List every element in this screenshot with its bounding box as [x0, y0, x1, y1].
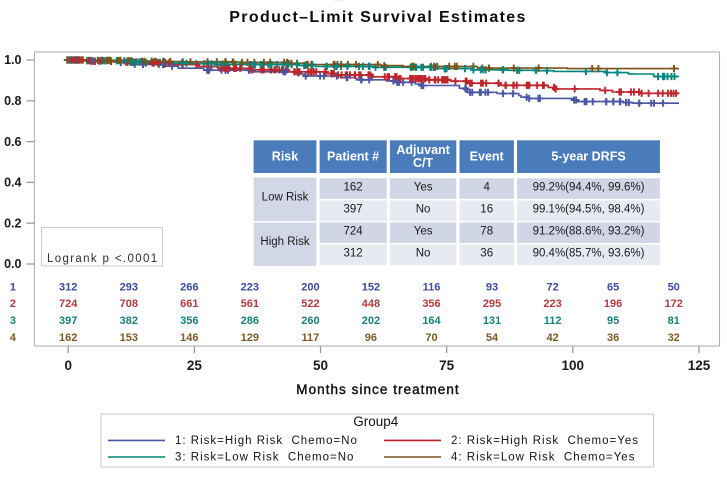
svg-text:661: 661 [180, 298, 198, 310]
svg-text:116: 116 [423, 281, 441, 293]
svg-text:Product–Limit Survival Estimat: Product–Limit Survival Estimates [229, 9, 527, 26]
svg-text:260: 260 [301, 315, 319, 327]
svg-text:Months since treatment: Months since treatment [296, 382, 459, 397]
svg-text:90.4%(85.7%, 93.6%): 90.4%(85.7%, 93.6%) [533, 248, 645, 260]
svg-text:93: 93 [486, 281, 498, 293]
svg-text:125: 125 [688, 358, 711, 373]
svg-text:75: 75 [439, 358, 455, 373]
svg-text:356: 356 [180, 315, 198, 327]
svg-text:724: 724 [344, 226, 364, 238]
svg-text:50: 50 [668, 281, 680, 293]
svg-text:3: 3 [10, 315, 16, 327]
svg-text:522: 522 [301, 298, 319, 310]
svg-text:152: 152 [362, 281, 380, 293]
svg-text:0.6: 0.6 [4, 135, 21, 149]
svg-text:117: 117 [302, 332, 320, 344]
svg-text:32: 32 [668, 332, 680, 344]
svg-text:397: 397 [59, 315, 77, 327]
svg-text:1.0: 1.0 [4, 53, 21, 67]
svg-text:196: 196 [604, 298, 622, 310]
svg-text:5-year DRFS: 5-year DRFS [551, 150, 625, 164]
svg-text:129: 129 [241, 332, 259, 344]
svg-text:0.0: 0.0 [4, 257, 21, 271]
svg-text:25: 25 [187, 358, 203, 373]
svg-text:708: 708 [120, 298, 138, 310]
svg-text:No: No [416, 248, 431, 260]
svg-text:Adjuvant: Adjuvant [396, 143, 450, 157]
svg-text:95: 95 [607, 315, 619, 327]
svg-text:4: 4 [10, 332, 17, 344]
svg-text:223: 223 [241, 281, 259, 293]
svg-text:397: 397 [344, 204, 363, 216]
svg-text:162: 162 [344, 181, 363, 193]
svg-text:2: Risk=High Risk Chemo=Yes: 2: Risk=High Risk Chemo=Yes [451, 435, 639, 447]
svg-text:223: 223 [543, 298, 561, 310]
svg-text:High Risk: High Risk [260, 236, 309, 248]
svg-text:36: 36 [607, 332, 619, 344]
svg-text:2: 2 [10, 298, 16, 310]
svg-text:286: 286 [241, 315, 259, 327]
svg-text:3: Risk=Low Risk Chemo=No: 3: Risk=Low Risk Chemo=No [175, 452, 354, 464]
svg-text:202: 202 [362, 315, 380, 327]
svg-text:70: 70 [425, 332, 437, 344]
svg-text:99.2%(94.4%, 99.6%): 99.2%(94.4%, 99.6%) [533, 181, 645, 193]
svg-text:724: 724 [59, 298, 78, 310]
svg-text:162: 162 [59, 332, 77, 344]
svg-text:4: 4 [483, 181, 490, 193]
svg-text:164: 164 [422, 315, 441, 327]
svg-text:Patient #: Patient # [327, 150, 379, 164]
svg-text:Risk: Risk [272, 150, 298, 164]
svg-text:65: 65 [607, 281, 619, 293]
svg-text:81: 81 [668, 315, 680, 327]
svg-text:0.4: 0.4 [4, 176, 21, 190]
svg-text:100: 100 [562, 358, 585, 373]
svg-text:78: 78 [480, 226, 493, 238]
svg-text:36: 36 [480, 248, 493, 260]
svg-text:312: 312 [344, 248, 363, 260]
svg-text:96: 96 [365, 332, 377, 344]
svg-text:1: Risk=High Risk Chemo=No: 1: Risk=High Risk Chemo=No [175, 435, 358, 447]
svg-text:No: No [416, 204, 431, 216]
svg-text:Event: Event [470, 150, 505, 164]
svg-text:448: 448 [362, 298, 380, 310]
svg-text:112: 112 [544, 315, 562, 327]
svg-text:131: 131 [483, 315, 501, 327]
svg-text:50: 50 [313, 358, 328, 373]
svg-text:16: 16 [480, 204, 493, 216]
svg-text:153: 153 [120, 332, 138, 344]
svg-text:54: 54 [486, 332, 499, 344]
svg-text:172: 172 [665, 298, 683, 310]
svg-text:C/T: C/T [413, 156, 434, 170]
svg-text:Group4: Group4 [353, 414, 399, 429]
svg-text:Low Risk: Low Risk [262, 191, 309, 203]
svg-text:382: 382 [120, 315, 138, 327]
svg-text:42: 42 [546, 332, 558, 344]
svg-text:72: 72 [546, 281, 558, 293]
svg-text:200: 200 [301, 281, 319, 293]
svg-text:293: 293 [120, 281, 138, 293]
svg-text:4: Risk=Low Risk Chemo=Yes: 4: Risk=Low Risk Chemo=Yes [451, 452, 635, 464]
svg-text:Yes: Yes [414, 226, 433, 238]
svg-text:Yes: Yes [414, 181, 433, 193]
svg-text:91.2%(88.6%, 93.2%): 91.2%(88.6%, 93.2%) [533, 226, 645, 238]
svg-text:0.2: 0.2 [4, 216, 21, 230]
svg-text:295: 295 [483, 298, 501, 310]
svg-text:146: 146 [180, 332, 198, 344]
svg-text:0.8: 0.8 [4, 94, 21, 108]
svg-text:266: 266 [180, 281, 198, 293]
svg-text:312: 312 [59, 281, 77, 293]
svg-text:1: 1 [10, 281, 16, 293]
svg-text:Logrank p <.0001: Logrank p <.0001 [47, 253, 158, 265]
svg-text:356: 356 [422, 298, 440, 310]
svg-text:99.1%(94.5%, 98.4%): 99.1%(94.5%, 98.4%) [533, 204, 645, 216]
svg-text:0: 0 [64, 358, 72, 373]
svg-text:561: 561 [241, 298, 259, 310]
